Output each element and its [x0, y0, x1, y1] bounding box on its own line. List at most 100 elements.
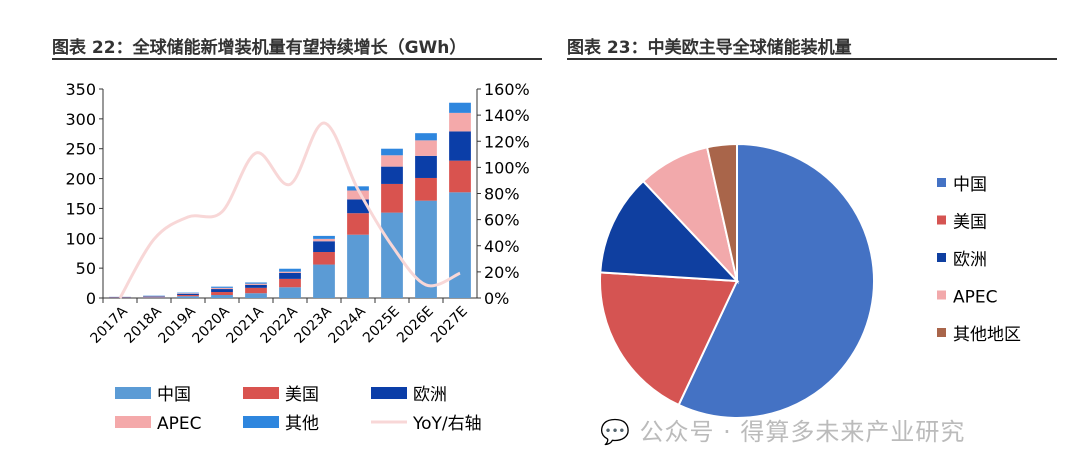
x-tick-label: 2017A — [88, 303, 132, 347]
bar-其他 — [177, 292, 199, 294]
x-tick-label: 2020A — [190, 303, 234, 347]
title-rule — [52, 58, 542, 60]
bar-其他 — [313, 235, 335, 239]
legend-label: 其他 — [285, 414, 319, 434]
x-tick-label: 2022A — [258, 303, 302, 347]
pie-legend-label: 欧洲 — [953, 250, 987, 270]
wechat-icon: 💬 — [600, 418, 631, 446]
bar-欧洲 — [381, 166, 403, 184]
x-tick-label: 2018A — [122, 303, 166, 347]
bar-欧洲 — [449, 131, 471, 161]
bar-美国 — [381, 183, 403, 213]
bar-欧洲 — [143, 296, 165, 297]
bar-其他 — [211, 286, 233, 288]
bar-欧洲 — [415, 155, 437, 178]
y2-tick-label: 60% — [484, 211, 520, 230]
x-tick-label: 2023A — [292, 303, 336, 347]
bar-美国 — [449, 160, 471, 193]
bar-APEC — [313, 238, 335, 242]
bar-美国 — [177, 295, 199, 297]
watermark: 💬 公众号 · 得算多未来产业研究 — [600, 418, 966, 446]
x-tick-label: 2019A — [156, 303, 200, 347]
pie-slice-其他地区 — [705, 142, 738, 282]
pie-legend-label: 其他地区 — [953, 325, 1021, 345]
bar-APEC — [245, 283, 267, 285]
legend-label: YoY/右轴 — [412, 414, 482, 434]
bar-欧洲 — [211, 289, 233, 293]
bar-APEC — [279, 271, 301, 273]
y-tick-label: 200 — [65, 170, 96, 189]
chart-title-left: 图表 22：全球储能新增装机量有望持续增长（GWh） — [52, 38, 467, 58]
yoy-line — [118, 121, 461, 299]
title-rule — [567, 58, 1057, 60]
pie-slice-美国 — [599, 271, 739, 407]
bar-欧洲 — [177, 293, 199, 296]
legend-label: 欧洲 — [413, 385, 447, 405]
pie-slice-中国 — [677, 142, 875, 419]
bar-美国 — [143, 296, 165, 298]
pie-legend-swatch — [937, 215, 946, 225]
bar-中国 — [177, 296, 199, 298]
bar-中国 — [415, 200, 437, 298]
bar-美国 — [415, 177, 437, 201]
bar-中国 — [313, 264, 335, 298]
bar-美国 — [347, 213, 369, 235]
pie-legend-swatch — [937, 178, 946, 187]
bar-APEC — [177, 293, 199, 294]
bar-APEC — [211, 287, 233, 290]
x-tick-label: 2027E — [428, 304, 471, 347]
bar-中国 — [449, 192, 471, 298]
x-tick-label: 2026E — [394, 304, 437, 347]
y2-tick-label: 120% — [484, 132, 530, 151]
bar-欧洲 — [279, 272, 301, 279]
pie-legend-swatch — [937, 253, 946, 262]
bar-APEC — [415, 140, 437, 156]
pie-legend-label: 美国 — [953, 213, 987, 233]
bar-美国 — [313, 252, 335, 265]
y2-tick-label: 0% — [484, 289, 509, 308]
y2-tick-label: 100% — [484, 158, 530, 177]
legend-label: 美国 — [285, 385, 319, 405]
bar-其他 — [449, 102, 471, 113]
y-tick-label: 350 — [65, 80, 96, 99]
bar-中国 — [211, 295, 233, 298]
legend-swatch — [371, 387, 407, 399]
x-tick-label: 2024A — [326, 303, 370, 347]
y-tick-label: 50 — [76, 259, 96, 278]
legend-swatch — [115, 416, 151, 428]
pie-legend-swatch — [937, 290, 946, 300]
bar-欧洲 — [347, 199, 369, 214]
y2-tick-label: 40% — [484, 237, 520, 256]
y-tick-label: 250 — [65, 140, 96, 159]
bar-其他 — [381, 148, 403, 156]
pie-slice-欧洲 — [599, 179, 740, 283]
pie-legend-label: 中国 — [953, 175, 987, 195]
bar-其他 — [279, 268, 301, 272]
bar-欧洲 — [245, 284, 267, 288]
y-tick-label: 150 — [65, 199, 96, 218]
y-tick-label: 300 — [65, 110, 96, 129]
y-tick-label: 100 — [65, 229, 96, 248]
bar-APEC — [347, 190, 369, 200]
pie-legend-swatch — [937, 328, 946, 337]
bar-欧洲 — [313, 241, 335, 253]
bar-美国 — [279, 278, 301, 288]
legend-swatch — [243, 416, 279, 428]
bar-中国 — [143, 297, 165, 298]
legend-swatch — [115, 387, 151, 399]
bar-中国 — [347, 234, 369, 298]
y2-tick-label: 20% — [484, 263, 520, 282]
x-tick-label: 2021A — [224, 303, 268, 347]
bar-APEC — [381, 155, 403, 167]
bar-美国 — [245, 287, 267, 294]
y2-tick-label: 80% — [484, 185, 520, 204]
pie-legend-label: APEC — [953, 288, 998, 308]
y-tick-label: 0 — [86, 289, 96, 308]
bar-其他 — [245, 282, 267, 284]
chart-title-right: 图表 23：中美欧主导全球储能装机量 — [567, 38, 852, 58]
legend-label: 中国 — [157, 385, 191, 405]
y2-tick-label: 160% — [484, 80, 530, 99]
legend-label: APEC — [157, 414, 202, 434]
y2-tick-label: 140% — [484, 106, 530, 125]
